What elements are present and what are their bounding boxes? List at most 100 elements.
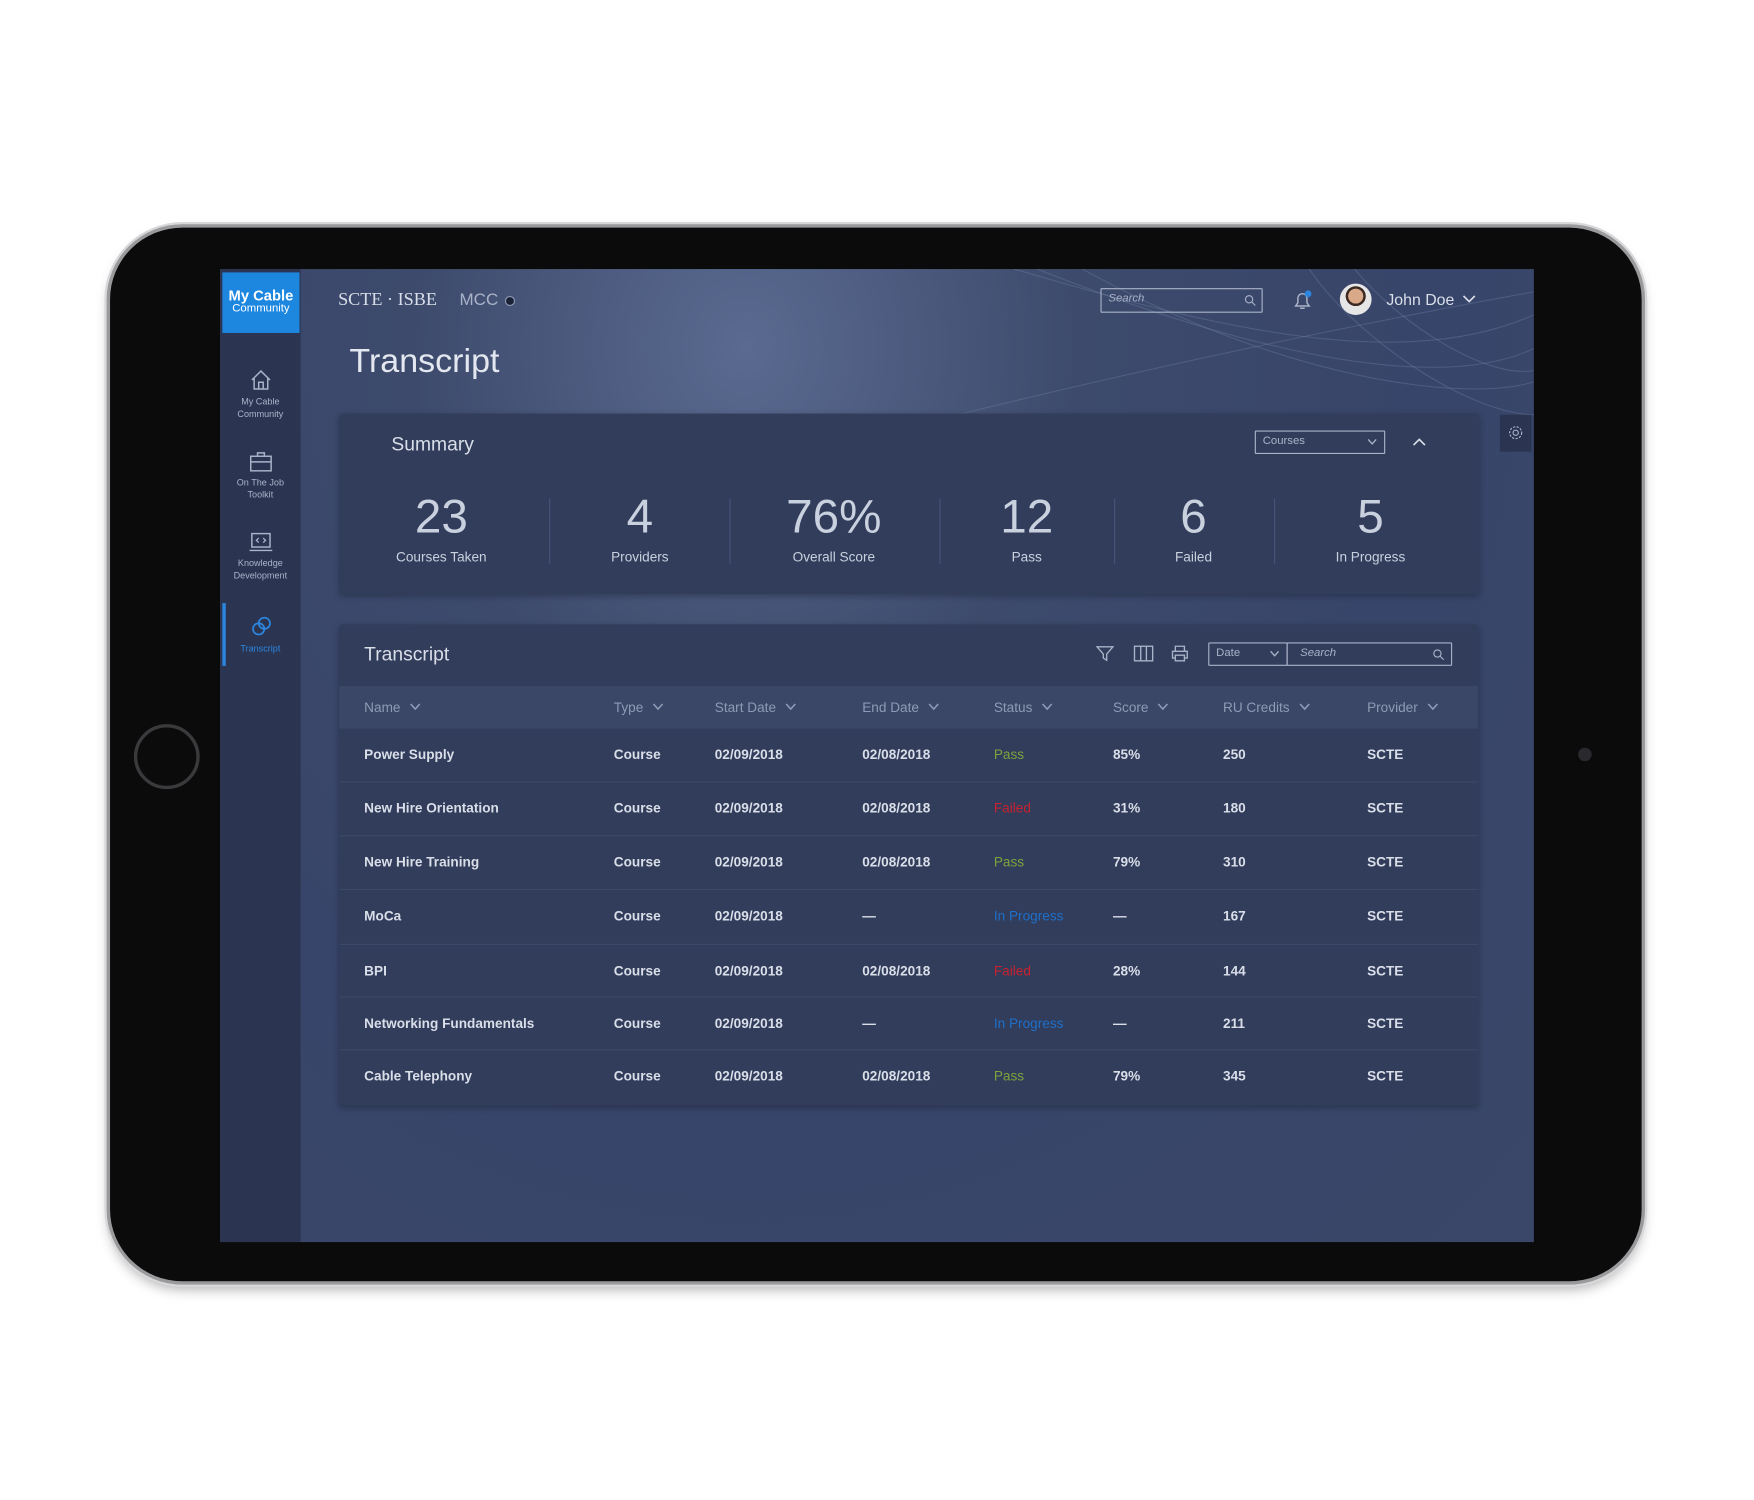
filter-button[interactable] xyxy=(1095,645,1115,663)
stat-value: 23 xyxy=(414,489,468,543)
table-cell: Course xyxy=(613,1068,661,1085)
column-label: End Date xyxy=(862,699,919,716)
table-cell: 85% xyxy=(1112,746,1141,763)
table-cell: In Progress xyxy=(993,1015,1064,1032)
app-indicator xyxy=(504,295,516,307)
table-cell: Pass xyxy=(993,1068,1025,1085)
table-cell: 02/09/2018 xyxy=(714,908,783,924)
column-header[interactable]: End Date xyxy=(862,699,939,716)
date-filter[interactable]: Date xyxy=(1208,642,1288,666)
table-cell: 211 xyxy=(1222,1015,1245,1032)
transcript-title: Transcript xyxy=(364,643,450,665)
column-header[interactable]: Start Date xyxy=(715,700,797,715)
column-header[interactable]: Type xyxy=(614,700,664,715)
stat-divider xyxy=(1274,498,1276,564)
summary-filter[interactable]: Courses xyxy=(1254,430,1386,455)
table-cell: 310 xyxy=(1222,854,1246,870)
table-cell: 02/08/2018 xyxy=(862,746,931,763)
notification-bell[interactable] xyxy=(1291,289,1314,311)
column-header[interactable]: Name xyxy=(364,700,421,715)
column-header[interactable]: RU Credits xyxy=(1223,700,1310,715)
column-header[interactable]: Status xyxy=(993,699,1053,716)
row-divider xyxy=(339,1049,1479,1051)
column-header[interactable]: Score xyxy=(1112,699,1169,716)
stat-value: 12 xyxy=(1000,489,1054,543)
nav-item[interactable]: Transcript xyxy=(220,614,301,654)
nav-item[interactable]: My Cable Community xyxy=(220,368,301,421)
transcript-search-placeholder: Search xyxy=(1300,646,1337,660)
toolkit-icon xyxy=(249,452,272,472)
table-cell: MoCa xyxy=(364,908,402,924)
column-label: Status xyxy=(993,699,1033,716)
date-filter-label: Date xyxy=(1216,646,1241,660)
page-title: Transcript xyxy=(349,343,500,381)
table-cell: New Hire Training xyxy=(364,854,480,870)
search-icon xyxy=(1433,649,1445,661)
table-cell: Course xyxy=(613,854,661,870)
table-cell: SCTE xyxy=(1367,746,1404,763)
column-label: Score xyxy=(1112,699,1149,716)
table-cell: 02/09/2018 xyxy=(714,746,783,763)
header-decoration xyxy=(957,269,1534,416)
table-cell: 02/09/2018 xyxy=(714,1015,783,1032)
table-cell: In Progress xyxy=(993,908,1064,924)
table-cell: Pass xyxy=(993,746,1025,763)
table-cell: SCTE xyxy=(1367,962,1404,979)
sidebar: My Cable Community My Cable Community On… xyxy=(220,269,301,1243)
sort-chevron xyxy=(410,703,421,711)
stat-value: 6 xyxy=(1180,489,1207,543)
sort-chevron xyxy=(785,703,796,711)
knowledge-icon xyxy=(249,532,272,552)
nav-item[interactable]: On The Job Toolkit xyxy=(220,451,301,501)
print-button[interactable] xyxy=(1171,645,1189,663)
settings-tab[interactable] xyxy=(1499,414,1532,452)
table-cell: 02/09/2018 xyxy=(714,962,783,979)
stat-label: Failed xyxy=(1174,549,1213,565)
table-cell: Course xyxy=(613,800,661,817)
row-divider xyxy=(339,888,1479,891)
table-cell: Course xyxy=(613,746,661,763)
row-divider xyxy=(339,996,1479,998)
search-icon xyxy=(1244,295,1256,306)
camera xyxy=(1578,747,1592,762)
stat-divider xyxy=(729,498,731,564)
home-icon xyxy=(250,370,270,390)
table-cell: SCTE xyxy=(1367,1068,1404,1085)
column-header[interactable]: Provider xyxy=(1367,700,1438,715)
table-cell: 250 xyxy=(1222,746,1246,763)
logo[interactable]: My Cable Community xyxy=(222,272,300,333)
table-cell: Failed xyxy=(993,962,1031,979)
nav-item[interactable]: Knowledge Development xyxy=(220,531,301,581)
stat-value: 76% xyxy=(786,489,882,543)
logo-subtext: Community xyxy=(232,302,290,316)
screen: My Cable Community My Cable Community On… xyxy=(220,269,1534,1243)
transcript-search[interactable]: Search xyxy=(1286,642,1453,666)
search-box[interactable]: Search xyxy=(1100,288,1263,313)
stat-divider xyxy=(549,498,551,564)
search-placeholder: Search xyxy=(1108,292,1145,305)
user-menu-chevron[interactable] xyxy=(1462,294,1476,305)
table-cell: 31% xyxy=(1112,800,1141,817)
stat-label: Overall Score xyxy=(792,549,876,565)
table-cell: — xyxy=(862,908,876,924)
table-cell: 02/09/2018 xyxy=(714,1068,783,1085)
dropdown-chevron xyxy=(1367,438,1377,445)
transcript-icon xyxy=(251,616,271,636)
table-cell: Networking Fundamentals xyxy=(364,1015,535,1032)
dropdown-chevron xyxy=(1270,650,1280,657)
stat-label: In Progress xyxy=(1335,549,1406,565)
user-name[interactable]: John Doe xyxy=(1386,290,1455,309)
stat-divider xyxy=(939,498,941,564)
nav-label: Transcript xyxy=(240,643,281,654)
table-cell: 02/08/2018 xyxy=(862,854,931,870)
avatar[interactable] xyxy=(1339,283,1372,316)
stat-label: Providers xyxy=(611,549,669,565)
table-cell: 02/08/2018 xyxy=(862,962,931,979)
row-divider xyxy=(339,835,1479,837)
collapse-button[interactable] xyxy=(1412,437,1426,447)
table-cell: 02/08/2018 xyxy=(862,1068,931,1085)
table-cell: — xyxy=(862,1015,876,1032)
columns-button[interactable] xyxy=(1133,645,1154,663)
table-cell: SCTE xyxy=(1367,854,1404,870)
column-header-band xyxy=(339,686,1479,729)
